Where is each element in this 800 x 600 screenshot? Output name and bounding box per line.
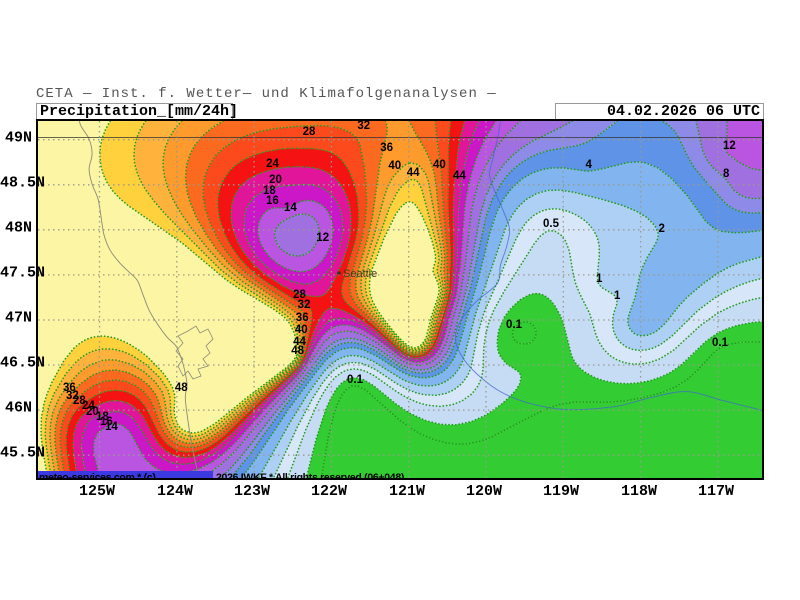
svg-text:24: 24 [266,158,279,170]
svg-text:36: 36 [380,142,393,154]
svg-text:meteo-services.com * (c): meteo-services.com * (c) [39,472,156,481]
svg-text:2026 IWKF * All rights reserve: 2026 IWKF * All rights reserved (06+048) [216,472,404,481]
svg-text:32: 32 [298,299,311,311]
svg-text:40: 40 [433,159,446,171]
svg-text:2: 2 [659,223,665,235]
svg-text:40: 40 [295,324,308,336]
svg-text:48: 48 [291,345,304,357]
svg-text:32: 32 [357,121,370,132]
svg-text:14: 14 [105,421,118,433]
svg-text:12: 12 [723,140,736,152]
svg-text:Seattle: Seattle [343,268,377,280]
svg-text:28: 28 [303,126,316,138]
svg-text:40: 40 [388,160,401,172]
svg-text:0.1: 0.1 [347,374,364,386]
svg-text:0.5: 0.5 [543,218,560,230]
svg-text:44: 44 [407,167,420,179]
svg-text:8: 8 [723,168,730,180]
svg-text:36: 36 [296,312,309,324]
svg-text:0.1: 0.1 [712,337,729,349]
svg-text:12: 12 [316,232,329,244]
svg-text:14: 14 [284,202,297,214]
svg-text:48: 48 [175,382,188,394]
svg-text:0.1: 0.1 [506,319,523,331]
svg-text:4: 4 [586,159,593,171]
svg-text:1: 1 [614,290,621,302]
svg-text:1: 1 [596,273,603,285]
svg-text:16: 16 [266,195,279,207]
svg-text:44: 44 [453,170,466,182]
